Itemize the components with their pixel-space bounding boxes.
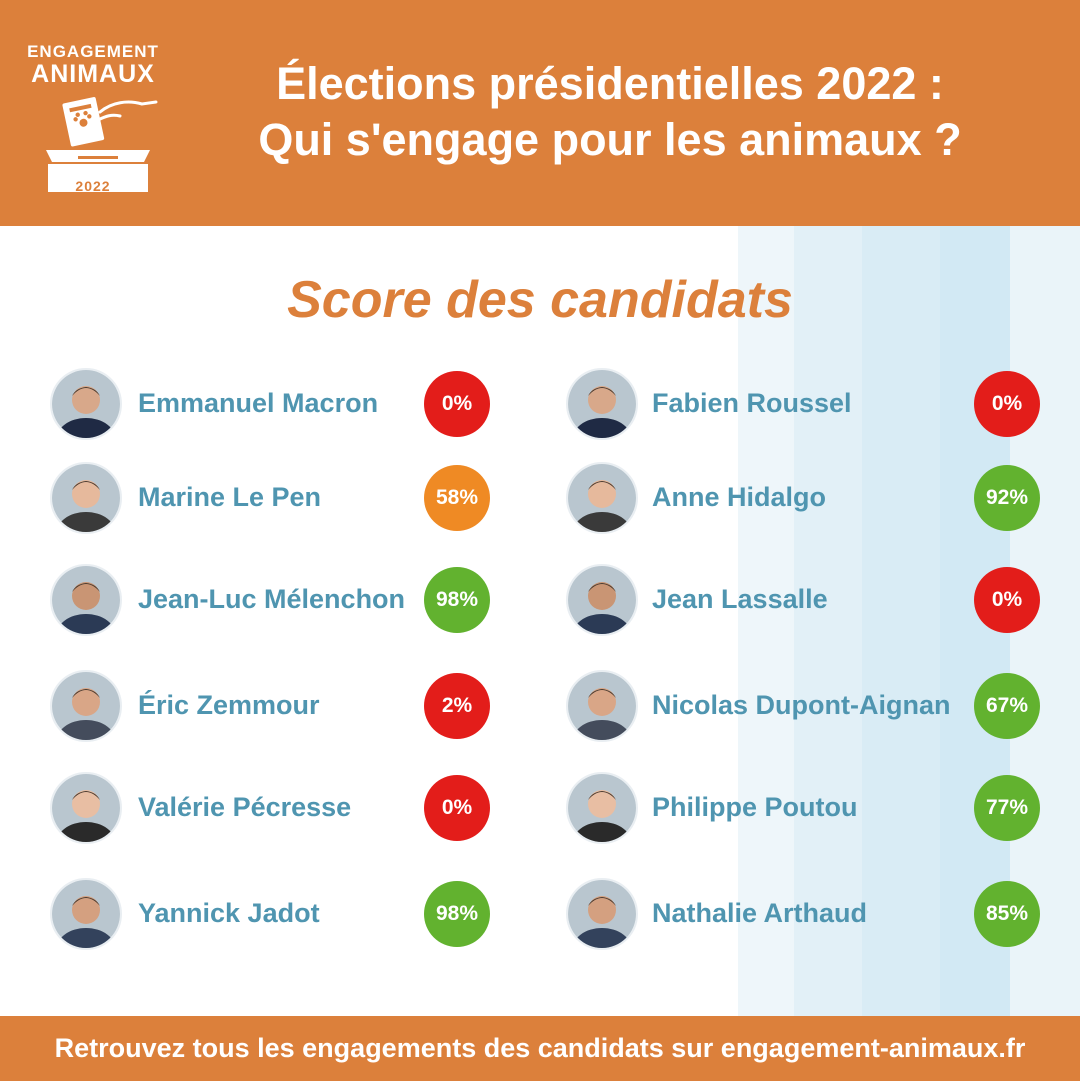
candidate-portrait-icon bbox=[50, 772, 122, 844]
candidate-row: Jean Lassalle 0% bbox=[566, 564, 1044, 636]
logo-year: 2022 bbox=[75, 178, 111, 194]
candidate-portrait-icon bbox=[50, 368, 122, 440]
footer-text: Retrouvez tous les engagements des candi… bbox=[54, 1033, 1026, 1063]
candidate-row: Nicolas Dupont-Aignan 67% bbox=[566, 670, 1044, 742]
candidate-portrait-icon bbox=[566, 564, 638, 636]
candidate-portrait-icon bbox=[566, 368, 638, 440]
score-badge: 85% bbox=[974, 881, 1040, 947]
candidate-name: Nicolas Dupont-Aignan bbox=[652, 690, 951, 720]
candidate-row: Marine Le Pen 58% bbox=[50, 462, 494, 534]
candidate-name: Anne Hidalgo bbox=[652, 482, 826, 512]
candidate-name: Valérie Pécresse bbox=[138, 792, 352, 822]
score-badge: 58% bbox=[424, 465, 490, 531]
candidate-name: Fabien Roussel bbox=[652, 388, 852, 418]
section-title: Score des candidats bbox=[287, 271, 793, 329]
candidate-portrait-icon bbox=[50, 462, 122, 534]
score-badge: 77% bbox=[974, 775, 1040, 841]
candidate-portrait-icon bbox=[566, 462, 638, 534]
candidate-name: Jean Lassalle bbox=[652, 584, 828, 614]
page-title: Élections présidentielles 2022 : Qui s'e… bbox=[200, 56, 1020, 168]
candidate-row: Nathalie Arthaud 85% bbox=[566, 878, 1044, 950]
score-badge: 0% bbox=[974, 371, 1040, 437]
candidate-name: Philippe Poutou bbox=[652, 792, 858, 822]
candidate-name: Marine Le Pen bbox=[138, 482, 322, 512]
candidate-name: Emmanuel Macron bbox=[138, 388, 379, 418]
candidate-row: Fabien Roussel 0% bbox=[566, 368, 1044, 440]
candidate-portrait-icon bbox=[566, 878, 638, 950]
candidate-portrait-icon bbox=[50, 878, 122, 950]
footer-banner: Retrouvez tous les engagements des candi… bbox=[0, 1016, 1080, 1081]
score-badge: 0% bbox=[974, 567, 1040, 633]
logo-line1: ENGAGEMENT bbox=[27, 42, 159, 61]
logo-line2: ANIMAUX bbox=[31, 60, 155, 88]
title-line1: Élections présidentielles 2022 : bbox=[276, 58, 944, 109]
candidate-row: Yannick Jadot 98% bbox=[50, 878, 494, 950]
score-badge: 0% bbox=[424, 371, 490, 437]
score-badge: 98% bbox=[424, 567, 490, 633]
engagement-animaux-logo: ENGAGEMENT ANIMAUX 2022 bbox=[18, 42, 178, 202]
candidate-row: Philippe Poutou 77% bbox=[566, 772, 1044, 844]
score-badge: 2% bbox=[424, 673, 490, 739]
candidate-name: Yannick Jadot bbox=[138, 898, 320, 928]
candidate-name: Éric Zemmour bbox=[138, 690, 320, 720]
candidate-row: Jean-Luc Mélenchon 98% bbox=[50, 564, 494, 636]
candidate-portrait-icon bbox=[50, 564, 122, 636]
title-line2: Qui s'engage pour les animaux ? bbox=[258, 114, 962, 165]
score-badge: 67% bbox=[974, 673, 1040, 739]
score-badge: 0% bbox=[424, 775, 490, 841]
candidate-portrait-icon bbox=[566, 670, 638, 742]
candidate-name: Jean-Luc Mélenchon bbox=[138, 584, 406, 614]
candidate-row: Anne Hidalgo 92% bbox=[566, 462, 1044, 534]
candidate-name: Nathalie Arthaud bbox=[652, 898, 868, 928]
score-badge: 92% bbox=[974, 465, 1040, 531]
candidate-row: Valérie Pécresse 0% bbox=[50, 772, 494, 844]
candidate-row: Emmanuel Macron 0% bbox=[50, 368, 494, 440]
header-banner: ENGAGEMENT ANIMAUX 2022 Élection bbox=[0, 0, 1080, 226]
candidate-row: Éric Zemmour 2% bbox=[50, 670, 494, 742]
candidate-portrait-icon bbox=[50, 670, 122, 742]
ballot-box-icon bbox=[46, 97, 158, 192]
score-badge: 98% bbox=[424, 881, 490, 947]
candidate-portrait-icon bbox=[566, 772, 638, 844]
